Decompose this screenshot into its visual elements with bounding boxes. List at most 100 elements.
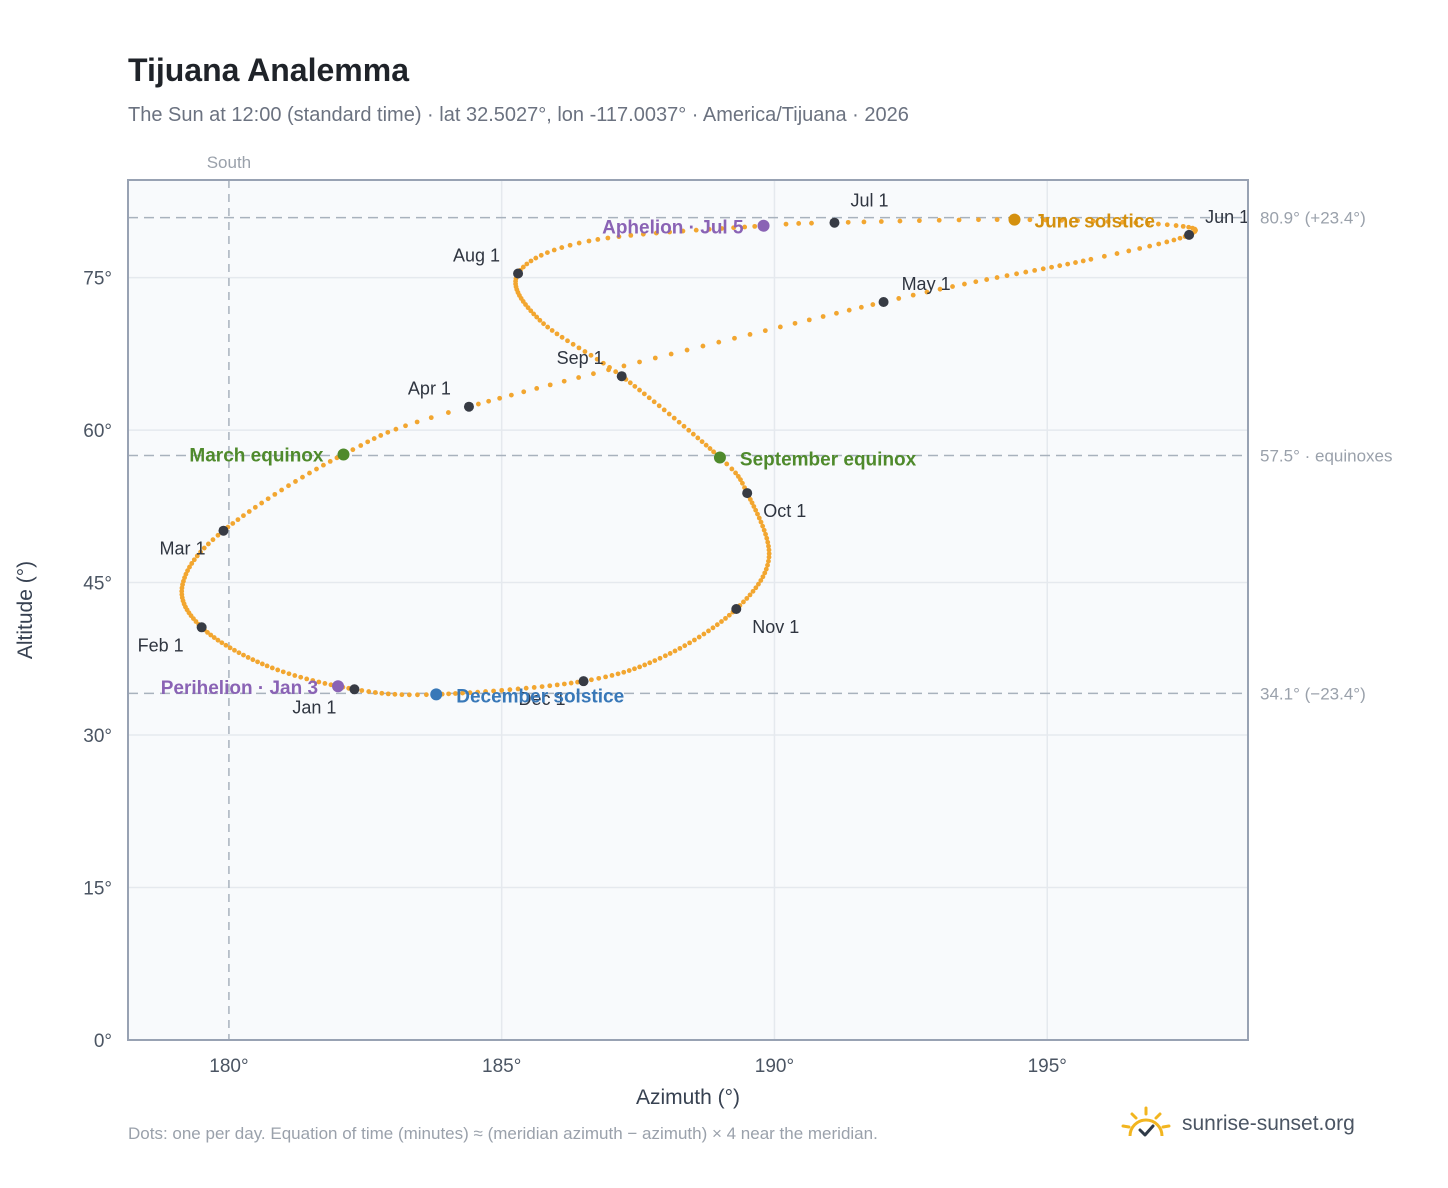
daily-sun-dot	[1145, 220, 1151, 226]
event-marker	[332, 680, 345, 693]
month-marker	[218, 525, 229, 536]
daily-sun-dot	[973, 279, 979, 285]
month-marker	[878, 296, 889, 307]
daily-sun-dot	[653, 230, 659, 236]
daily-sun-dot	[1147, 243, 1153, 249]
daily-sun-dot	[1057, 263, 1063, 269]
daily-sun-dot	[189, 561, 195, 566]
daily-sun-dot	[656, 403, 662, 409]
daily-sun-dot	[1090, 218, 1096, 224]
x-axis-label: Azimuth (°)	[636, 1086, 740, 1109]
daily-sun-dot	[549, 328, 555, 333]
month-label: Jul 1	[850, 191, 888, 211]
daily-sun-dot	[227, 645, 233, 651]
month-label: Oct 1	[763, 501, 806, 521]
daily-sun-dot	[766, 551, 772, 557]
month-label: Jun 1	[1205, 207, 1249, 227]
month-label: Mar 1	[159, 539, 205, 559]
month-label: Apr 1	[408, 379, 451, 399]
daily-sun-dot	[423, 692, 429, 698]
y-tick-label: 75°	[83, 269, 112, 290]
daily-sun-dot	[1080, 258, 1086, 264]
daily-sun-dot	[1120, 219, 1125, 225]
daily-sun-dot	[756, 581, 761, 587]
daily-sun-dot	[293, 479, 298, 484]
daily-sun-dot	[399, 692, 405, 698]
daily-sun-dot	[701, 631, 707, 637]
daily-sun-dot	[539, 684, 545, 689]
daily-sun-dot	[236, 650, 242, 656]
month-label: Aug 1	[453, 246, 500, 266]
daily-sun-dot	[1075, 218, 1080, 224]
daily-sun-dot	[744, 596, 750, 601]
daily-sun-dot	[605, 235, 611, 241]
daily-sun-dot	[1059, 217, 1065, 223]
daily-sun-dot	[385, 429, 391, 435]
daily-sun-dot	[445, 410, 451, 415]
daily-sun-dot	[499, 687, 505, 693]
daily-sun-dot	[729, 466, 735, 472]
daily-sun-dot	[304, 676, 310, 682]
daily-sun-dot	[211, 635, 217, 640]
daily-sun-dot	[1155, 221, 1161, 227]
event-label: December solstice	[456, 686, 624, 707]
daily-sun-dot	[559, 334, 565, 340]
reference-line-label: 57.5° · equinoxes	[1260, 446, 1393, 465]
daily-sun-dot	[755, 511, 760, 517]
reference-lines: South 80.9° (+23.4°) 57.5° · equinoxes 34.1…	[128, 153, 1393, 1040]
daily-sun-dot	[259, 500, 265, 506]
daily-sun-dot	[692, 637, 697, 643]
daily-sun-dot	[491, 688, 496, 694]
daily-sun-dot	[286, 671, 292, 677]
daily-sun-dot	[621, 363, 627, 369]
daily-sun-dot	[747, 592, 753, 598]
daily-sun-dot	[379, 690, 385, 696]
daily-sun-dot	[937, 286, 943, 292]
daily-sun-dot	[185, 568, 190, 574]
daily-sun-dot	[897, 218, 903, 224]
daily-sun-dot	[994, 217, 1000, 223]
daily-sun-dot	[682, 643, 688, 649]
daily-sun-dot	[371, 436, 377, 441]
event-label: Perihelion · Jan 3	[161, 678, 318, 699]
daily-sun-dot	[275, 667, 281, 673]
daily-sun-dot	[565, 338, 570, 344]
daily-sun-dot	[667, 651, 673, 656]
chart-subtitle: The Sun at 12:00 (standard time) · lat 3…	[128, 104, 909, 126]
x-tick-label: 190°	[755, 1056, 794, 1077]
daily-sun-dot	[264, 663, 270, 669]
daily-sun-dot	[616, 234, 622, 240]
daily-sun-dot	[265, 496, 271, 502]
event-markers: March equinox September equinox June solst…	[161, 212, 1155, 708]
daily-sun-dot	[259, 661, 265, 667]
daily-sun-dot	[215, 532, 221, 538]
daily-sun-dot	[551, 247, 557, 253]
daily-sun-dot	[765, 539, 771, 545]
daily-sun-dot	[861, 219, 867, 225]
daily-sun-dot	[1171, 237, 1177, 243]
daily-sun-dot	[589, 677, 594, 683]
daily-sun-dot	[372, 690, 378, 695]
daily-sun-dot	[1126, 248, 1132, 254]
daily-sun-dot	[1014, 271, 1019, 277]
brand-logo[interactable]: sunrise-sunset.org	[1120, 1102, 1355, 1146]
daily-sun-dot	[1177, 235, 1183, 241]
daily-sun-dot	[1023, 269, 1029, 275]
daily-sun-dot	[406, 692, 412, 698]
daily-sun-dot	[1164, 239, 1170, 245]
daily-sun-dot	[596, 675, 602, 681]
daily-sun-dot	[751, 504, 757, 509]
daily-sun-dot	[428, 415, 434, 421]
daily-sun-dot	[286, 483, 291, 489]
daily-sun-dot	[621, 669, 627, 675]
daily-sun-dot	[241, 513, 246, 519]
daily-sun-dot	[711, 449, 716, 455]
month-label: Sep 1	[557, 348, 604, 368]
daily-sun-dot	[1101, 253, 1107, 259]
daily-sun-dot	[446, 691, 452, 697]
y-tick-label: 30°	[83, 726, 112, 747]
daily-sun-dot	[724, 461, 730, 467]
event-marker	[430, 688, 443, 701]
daily-sun-dot	[760, 574, 766, 580]
daily-sun-dot	[936, 217, 942, 223]
